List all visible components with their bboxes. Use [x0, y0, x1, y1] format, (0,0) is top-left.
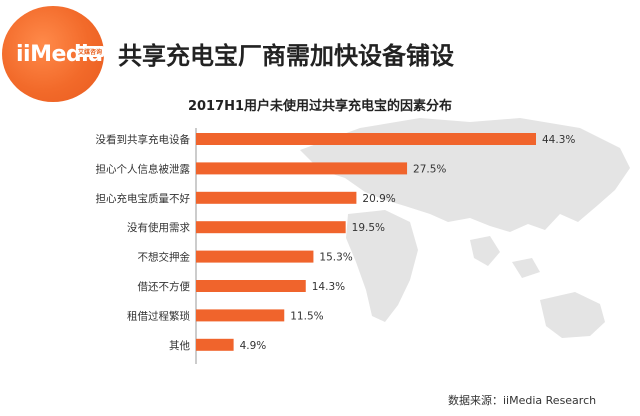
page-title: 共享充电宝厂商需加快设备铺设 [118, 42, 454, 70]
category-label: 不想交押金 [138, 251, 191, 264]
category-label: 担心个人信息被泄露 [96, 162, 191, 175]
value-label: 15.3% [319, 252, 352, 264]
value-label: 44.3% [542, 134, 575, 146]
bars-layer: 没看到共享充电设备 44.3% 担心个人信息被泄露 27.5% 担心充电宝质量不好 20.… [96, 133, 575, 352]
bar [196, 133, 536, 145]
category-label: 其他 [169, 339, 190, 352]
logo-badge: 艾媒咨询 [76, 46, 104, 57]
value-label: 4.9% [240, 340, 267, 352]
category-label: 没有使用需求 [127, 221, 190, 234]
category-label: 借还不方便 [138, 280, 191, 293]
bar [196, 162, 408, 175]
bar [196, 309, 285, 322]
value-label: 20.9% [362, 193, 395, 205]
bar [196, 280, 306, 292]
iimedia-logo: iiMedia 艾媒咨询 [2, 6, 104, 102]
bar [196, 338, 234, 351]
chart-title: 2017H1用户未使用过共享充电宝的因素分布 [188, 98, 452, 114]
source-note: 数据来源：iiMedia Research [448, 394, 597, 407]
category-label: 没看到共享充电设备 [96, 133, 191, 146]
value-label: 11.5% [290, 310, 323, 322]
bar [196, 250, 314, 263]
bar [196, 221, 346, 234]
category-label: 租借过程繁琐 [127, 309, 190, 322]
value-label: 19.5% [352, 222, 385, 234]
world-map-background [300, 118, 630, 338]
bar [196, 191, 357, 204]
value-label: 27.5% [413, 163, 446, 175]
category-label: 担心充电宝质量不好 [96, 192, 191, 205]
value-label: 14.3% [312, 281, 345, 293]
